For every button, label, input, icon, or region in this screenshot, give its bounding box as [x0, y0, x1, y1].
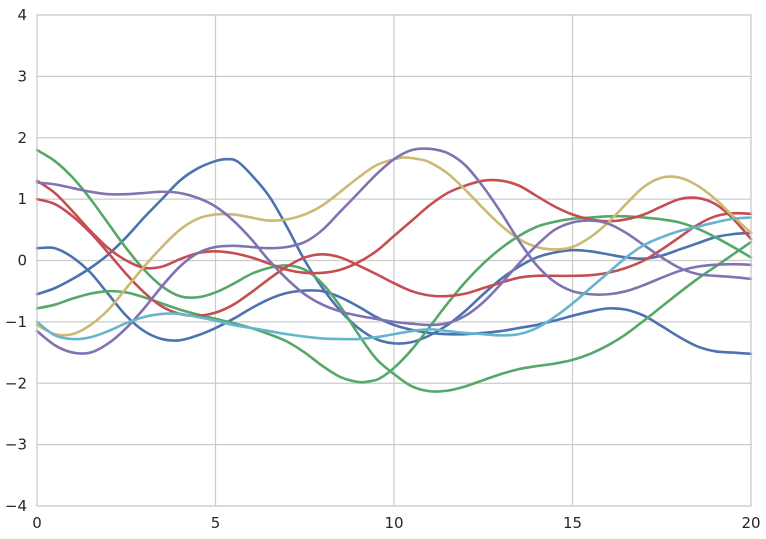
- x-tick-label: 20: [741, 514, 760, 532]
- x-tick-label: 10: [384, 514, 403, 532]
- series-line-3: [35, 148, 753, 393]
- x-tick-labels: 0 5 10 15 20: [32, 514, 760, 532]
- y-tick-label: 1: [17, 190, 27, 208]
- series-line-6: [35, 197, 753, 318]
- y-tick-label: −1: [5, 313, 27, 331]
- y-tick-label: −4: [5, 497, 27, 515]
- series-line-10: [35, 216, 753, 341]
- y-tick-label: 4: [17, 6, 27, 24]
- series-line-5: [35, 178, 753, 275]
- x-tick-label: 0: [32, 514, 42, 532]
- y-tick-label: 3: [17, 67, 27, 85]
- x-tick-label: 15: [563, 514, 582, 532]
- y-tick-label: −2: [5, 374, 27, 392]
- x-tick-label: 5: [211, 514, 221, 532]
- y-tick-label: 2: [17, 129, 27, 147]
- y-tick-labels: 4 3 2 1 0 −1 −2 −3 −4: [5, 6, 27, 515]
- series-line-1: [35, 246, 753, 356]
- y-tick-label: −3: [5, 436, 27, 454]
- series-line-9: [35, 147, 753, 355]
- series-lines: [35, 147, 753, 393]
- series-line-4: [35, 214, 753, 384]
- series-line-8: [35, 181, 753, 327]
- series-line-7: [35, 156, 753, 337]
- y-tick-label: 0: [17, 252, 27, 270]
- plot-frame: [36, 14, 752, 507]
